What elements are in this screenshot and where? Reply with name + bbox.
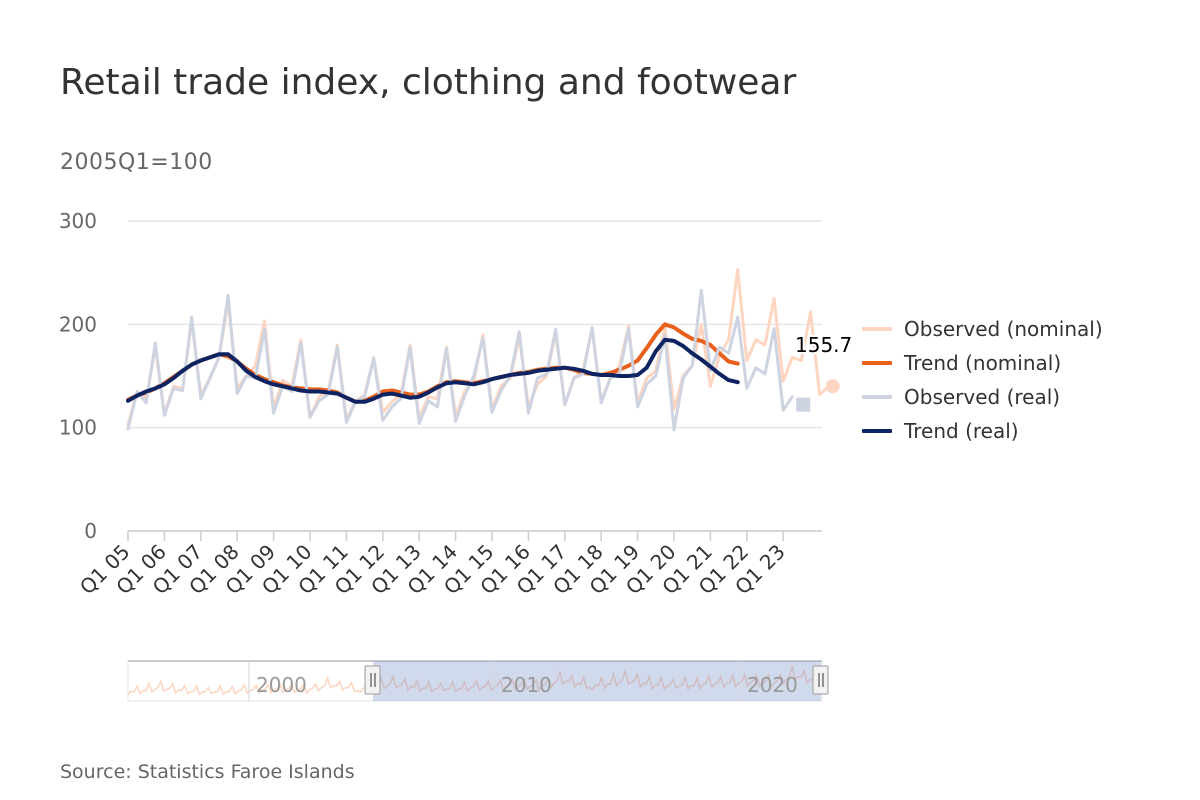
- chart-subtitle: 2005Q1=100: [60, 150, 213, 175]
- navigator-selected-range[interactable]: [373, 661, 821, 701]
- series-lines: [126, 268, 831, 432]
- y-tick-label: 200: [59, 312, 97, 336]
- navigator-year-label: 2000: [256, 673, 307, 697]
- legend-swatch: [862, 429, 892, 433]
- range-navigator[interactable]: 2000 2010 2020: [127, 660, 829, 702]
- y-tick-label: 100: [59, 416, 97, 440]
- y-axis-ticks: 0 100 200 300: [59, 209, 97, 543]
- y-tick-label: 300: [59, 209, 97, 233]
- navigator-year-label: 2020: [747, 673, 798, 697]
- series-line-4: [126, 337, 740, 404]
- legend-label: Trend (nominal): [904, 351, 1062, 375]
- series-line-3: [126, 288, 794, 432]
- legend-swatch: [862, 361, 892, 365]
- chart-title: Retail trade index, clothing and footwea…: [60, 62, 797, 103]
- legend-item[interactable]: Observed (real): [862, 380, 1103, 414]
- navigator-year-label: 2010: [501, 673, 552, 697]
- navigator-right-handle[interactable]: [812, 665, 829, 695]
- y-tick-label: 0: [84, 519, 97, 543]
- legend-swatch: [862, 327, 892, 331]
- navigator-series: [127, 665, 823, 696]
- legend-item[interactable]: Observed (nominal): [862, 312, 1103, 346]
- observed-nominal-end-marker: [825, 379, 840, 394]
- last-value-label: 155.7: [795, 333, 852, 357]
- handle-body[interactable]: [812, 665, 829, 695]
- legend-label: Observed (nominal): [904, 317, 1103, 341]
- navigator-left-handle[interactable]: [364, 665, 381, 695]
- legend-item[interactable]: Trend (nominal): [862, 346, 1103, 380]
- legend-label: Trend (real): [904, 419, 1019, 443]
- legend-item[interactable]: Trend (real): [862, 414, 1103, 448]
- legend-label: Observed (real): [904, 385, 1061, 409]
- observed-real-end-marker: [796, 397, 811, 412]
- legend: Observed (nominal) Trend (nominal) Observe…: [862, 312, 1103, 448]
- legend-swatch: [862, 395, 892, 399]
- handle-body[interactable]: [364, 665, 381, 695]
- chart-source: Source: Statistics Faroe Islands: [60, 761, 355, 783]
- end-markers: 155.7: [793, 331, 854, 412]
